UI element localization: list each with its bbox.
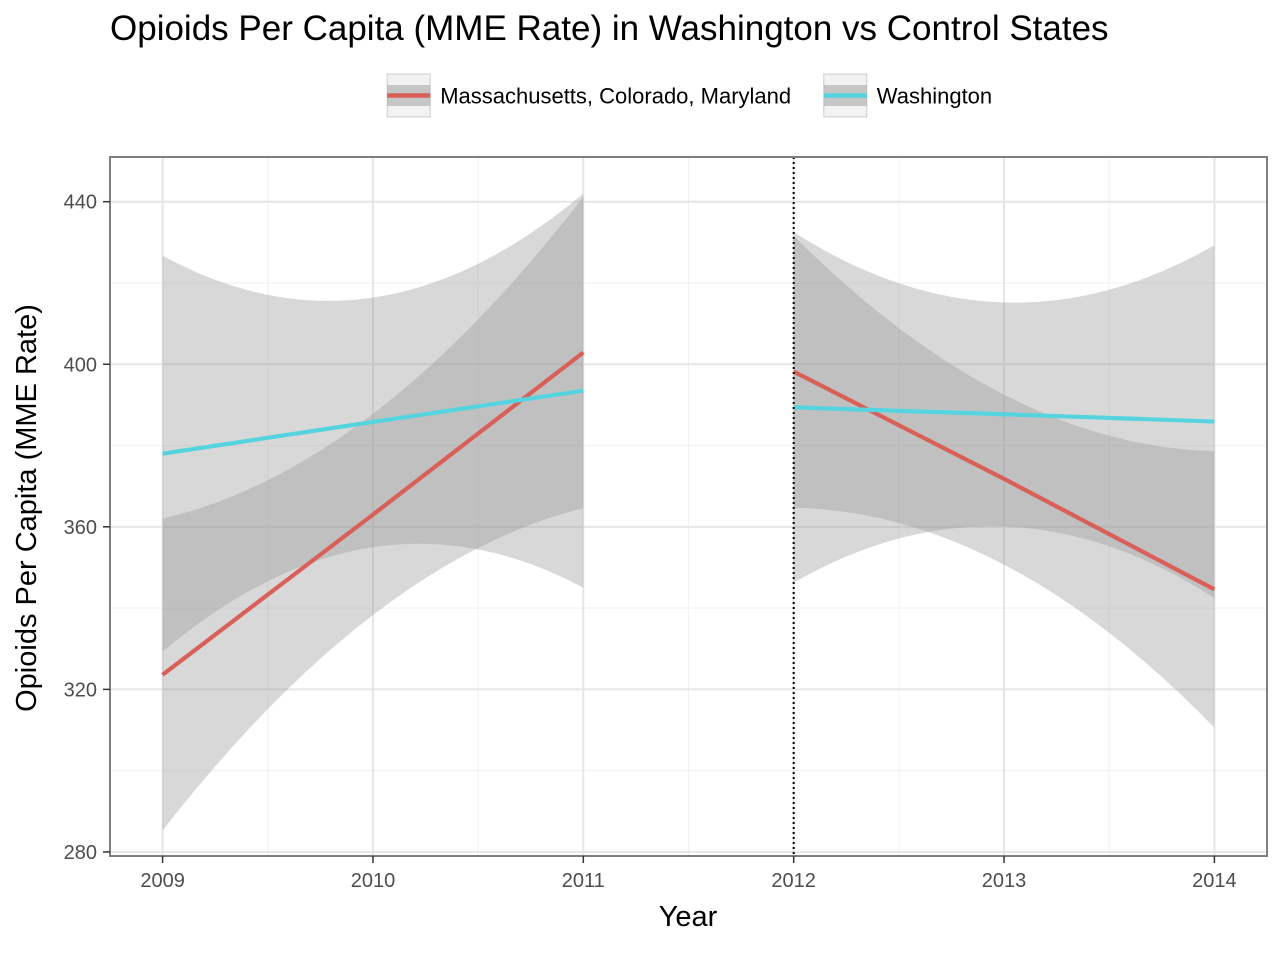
y-tick-label: 360	[64, 517, 97, 539]
trend-line-series-1-segment-2	[792, 369, 1216, 592]
x-tick-label: 2009	[140, 870, 185, 892]
x-tick-label: 2014	[1192, 870, 1237, 892]
y-tick-label: 280	[64, 842, 97, 864]
y-axis-title: Opioids Per Capita (MME Rate)	[11, 304, 43, 712]
legend-item-2: Washington	[823, 73, 992, 118]
x-axis-title: Year	[659, 901, 718, 933]
x-tick-label: 2010	[351, 870, 396, 892]
y-tick-label: 320	[64, 679, 97, 701]
grid-minor	[110, 157, 1267, 856]
plot-panel-border	[109, 156, 1268, 857]
chart-title: Opioids Per Capita (MME Rate) in Washing…	[110, 9, 1109, 48]
y-axis: 280 320 360 400 440	[64, 192, 110, 864]
grid-major	[110, 157, 1267, 856]
legend: Massachusetts, Colorado, Maryland Washing…	[386, 73, 992, 118]
trend-line-series-2-segment-1	[162, 388, 584, 456]
trend-lines	[161, 350, 1216, 677]
legend-label: Massachusetts, Colorado, Maryland	[440, 84, 791, 109]
x-tick-label: 2011	[562, 870, 605, 892]
legend-label: Washington	[877, 84, 992, 109]
x-tick-label: 2013	[982, 870, 1027, 892]
y-tick-label: 440	[64, 192, 97, 214]
x-axis: 2009 2010 2011 2012 2013 2014	[140, 856, 1237, 892]
legend-item-1: Massachusetts, Colorado, Maryland	[386, 73, 791, 118]
y-tick-label: 400	[64, 354, 97, 376]
x-tick-label: 2012	[771, 870, 816, 892]
ci-ribbon-series-1-segment-2	[793, 235, 1215, 728]
trend-line-series-1-segment-1	[161, 350, 585, 677]
trend-line-series-2-segment-2	[793, 405, 1215, 424]
